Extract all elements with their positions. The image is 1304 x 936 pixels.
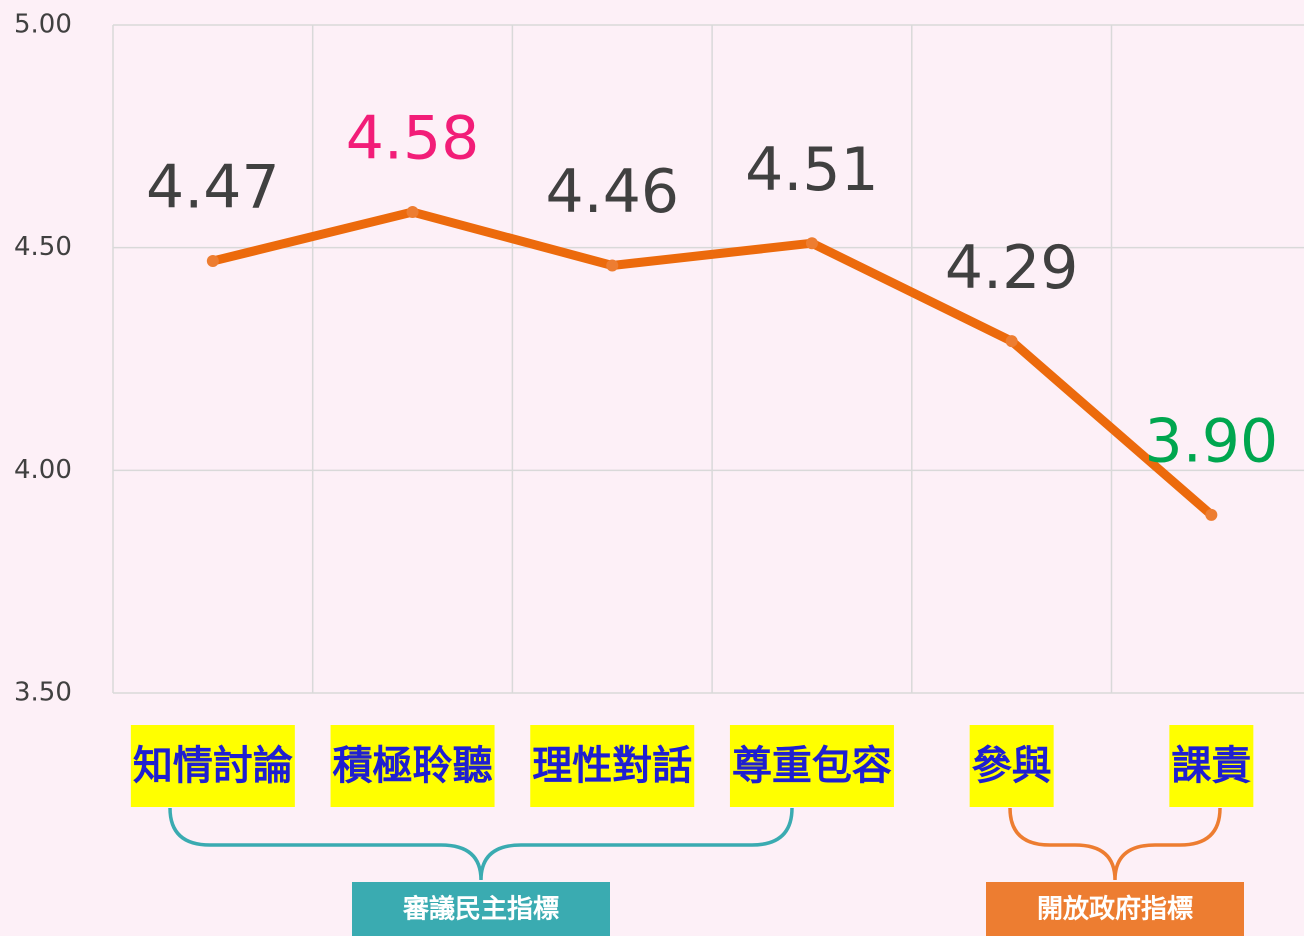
category-highlight xyxy=(969,725,1054,807)
category: 知情討論 xyxy=(130,725,295,807)
category-highlight xyxy=(530,725,695,807)
group-label: 開放政府指標 xyxy=(1037,894,1193,925)
marker xyxy=(606,259,619,272)
marker xyxy=(805,237,818,250)
x-tick-label: 知情討論 xyxy=(133,743,293,789)
x-tick-label: 理性對話 xyxy=(532,743,692,789)
x-tick-label: 參與 xyxy=(972,743,1052,789)
y-tick-label: 4.50 xyxy=(14,232,72,262)
category-highlight xyxy=(729,725,894,807)
x-tick-label: 課責 xyxy=(1171,743,1251,789)
marker xyxy=(1205,508,1218,521)
data-label: 4.46 xyxy=(545,157,679,227)
data-label: 4.51 xyxy=(745,135,879,205)
data-label: 4.29 xyxy=(945,233,1079,303)
category: 積極聆聽 xyxy=(330,725,495,807)
brace xyxy=(168,807,794,881)
marker xyxy=(206,255,219,268)
category: 參與 xyxy=(969,725,1054,807)
x-tick-label: 積極聆聽 xyxy=(333,743,493,789)
brace xyxy=(1008,807,1222,881)
group-box xyxy=(986,882,1244,936)
y-tick-label: 5.00 xyxy=(14,10,72,40)
x-tick-label: 尊重包容 xyxy=(732,743,892,789)
marker xyxy=(406,206,419,219)
category-highlight xyxy=(330,725,495,807)
line xyxy=(208,207,1216,520)
y-tick-label: 3.50 xyxy=(14,678,72,708)
y-tick-label: 4.00 xyxy=(14,455,72,485)
data-label: 3.90 xyxy=(1145,406,1279,476)
marker xyxy=(1005,335,1018,348)
group-box xyxy=(352,882,610,936)
data-label: 4.58 xyxy=(346,104,480,174)
group-label: 審議民主指標 xyxy=(402,894,559,925)
category: 尊重包容 xyxy=(729,725,894,807)
data-label: 4.47 xyxy=(146,153,280,223)
category: 課責 xyxy=(1169,725,1254,807)
category-highlight xyxy=(130,725,295,807)
category-highlight xyxy=(1169,725,1254,807)
category: 理性對話 xyxy=(530,725,695,807)
